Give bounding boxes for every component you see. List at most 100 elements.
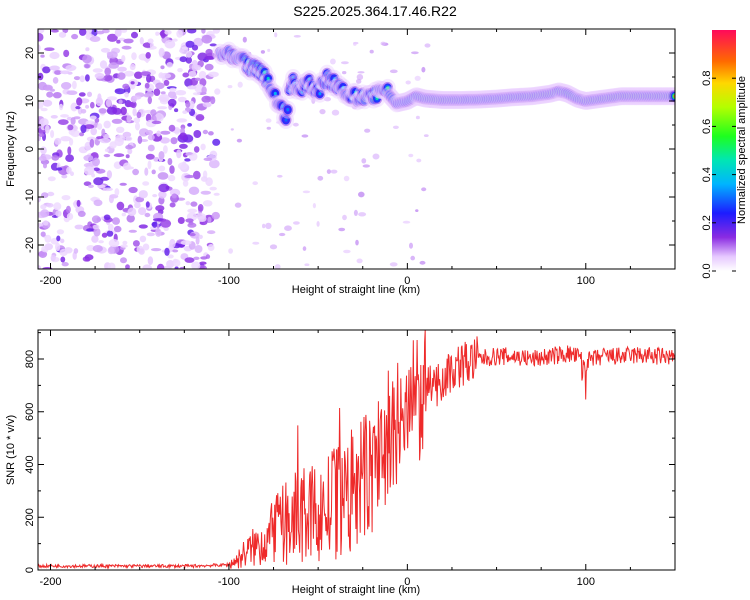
ridge-cell [386,86,390,90]
noise-blob [185,50,193,58]
noise-blob [265,118,272,123]
noise-blob [380,41,386,46]
noise-blob [236,138,242,143]
noise-blob [125,264,130,269]
noise-blob [389,262,398,267]
spectrogram-x-label: Height of straight line (km) [292,284,420,296]
noise-blob [184,158,191,162]
noise-blob [85,120,95,126]
noise-blob [227,85,233,89]
noise-blob [38,29,45,34]
noise-blob [423,134,429,138]
noise-blob [343,175,350,182]
noise-blob [166,62,173,68]
noise-blob [80,109,87,114]
noise-blob [353,42,357,46]
noise-blob [168,124,176,132]
noise-blob [117,66,127,72]
noise-blob [60,256,66,263]
noise-blob [159,137,170,144]
noise-blob [208,159,220,169]
noise-blob [116,126,125,133]
noise-blob [364,128,371,133]
noise-blob [208,71,219,78]
x-tick-label: 100 [577,275,595,287]
noise-blob [38,32,44,42]
noise-blob [144,167,149,176]
noise-blob [202,200,213,207]
noise-blob [176,149,182,159]
noise-blob [174,266,179,269]
noise-blob [65,154,74,162]
noise-blob [198,234,203,239]
noise-blob [96,136,104,140]
noise-blob [65,64,77,71]
noise-blob [89,36,101,42]
noise-blob [91,235,99,243]
noise-blob [49,51,60,60]
noise-blob [76,97,83,106]
noise-blob [293,221,300,225]
noise-blob [198,215,207,222]
noise-blob [42,99,53,107]
noise-blob [60,114,69,118]
noise-blob [421,187,427,192]
noise-blob [284,225,292,231]
noise-blob [155,31,160,36]
noise-blob [92,68,103,73]
noise-blob [212,29,220,34]
noise-blob [59,103,64,111]
colorbar-tick-label: 0.2 [701,215,713,230]
noise-blob [57,119,69,125]
noise-blob [169,165,175,174]
noise-blob [147,38,154,44]
noise-blob [182,180,189,187]
noise-blob [39,118,49,127]
noise-blob [103,214,111,221]
noise-blob [209,43,217,47]
noise-blob [167,174,176,182]
noise-blob [193,130,202,138]
noise-blob [59,248,68,257]
noise-blob [85,47,90,52]
noise-blob [278,232,286,237]
noise-blob [87,91,92,98]
noise-blob [204,63,214,71]
noise-blob [70,171,74,176]
noise-blob [139,37,144,45]
ridge-cell [246,60,251,64]
noise-blob [38,101,44,109]
noise-blob [167,254,174,259]
colorbar: 0.0 0.2 0.4 0.6 0.8 Normalized spectral ampl… [701,30,748,279]
noise-blob [72,80,77,90]
noise-blob [114,137,124,147]
noise-blob [187,29,197,34]
noise-blob [126,114,132,123]
noise-blob [274,32,278,38]
noise-blob [101,232,108,238]
noise-blob [93,199,103,207]
noise-blob [84,166,95,176]
colorbar-tick-label: 0.6 [701,119,713,134]
noise-blob [356,78,362,84]
ridge-cell [304,85,308,89]
colorbar-tick-label: 0.4 [701,167,713,182]
noise-blob [132,108,137,117]
noise-blob [169,202,176,208]
noise-blob [155,205,165,212]
ridge-cell [280,104,285,108]
noise-blob [195,236,200,245]
noise-blob [60,238,65,244]
noise-blob [158,94,170,103]
noise-blob [99,138,111,144]
noise-blob [40,231,46,237]
noise-blob [343,249,351,254]
noise-blob [137,135,143,144]
figure-title: S225.2025.364.17.46.R22 [293,3,457,19]
snr-series-line [38,330,675,570]
snr-y-label: SNR (10 * v/v) [5,415,17,485]
noise-blob [50,29,59,33]
noise-blob [416,158,422,163]
colorbar-ticks: 0.0 0.2 0.4 0.6 0.8 [701,71,736,279]
noise-blob [187,123,193,127]
